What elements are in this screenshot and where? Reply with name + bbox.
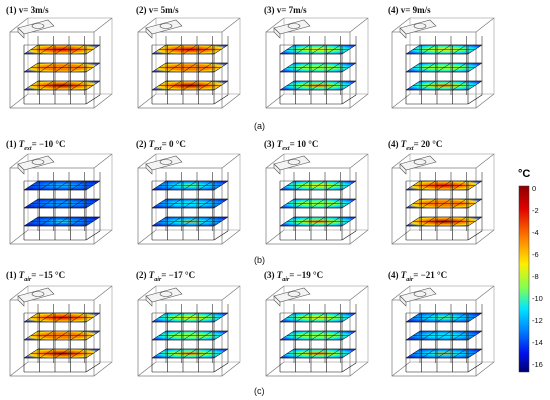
refrigerated-box-diagram <box>9 285 113 377</box>
evaporator-unit <box>145 155 183 175</box>
cargo-rack-grid <box>151 36 229 105</box>
panel-a4-label: (4) v= 9m/s <box>388 5 431 15</box>
colorbar-tick-label: -12 <box>532 316 543 325</box>
panel-a2-label: (2) v= 5m/s <box>136 5 179 15</box>
cargo-rack-grid <box>405 304 483 373</box>
evaporator-unit <box>17 287 55 307</box>
colorbar-tick-label: -16 <box>532 360 543 369</box>
refrigerated-box-diagram <box>265 153 369 245</box>
evaporator-unit <box>273 155 311 175</box>
refrigerated-box-diagram <box>391 285 495 377</box>
colorbar-tick-label: -8 <box>532 272 539 281</box>
caption-b: (b) <box>254 255 265 265</box>
panel-c3-diagram <box>260 282 370 382</box>
colorbar-tick-label: 0 <box>532 184 537 193</box>
panel-b4-diagram <box>386 150 496 250</box>
evaporator-unit <box>273 287 311 307</box>
refrigerated-box-diagram <box>137 17 241 109</box>
cargo-rack-grid <box>151 304 229 373</box>
panel-b3-label: (3) Text= 10 °C <box>264 139 319 152</box>
panel-b2-label: (2) Text= 0 °C <box>136 139 186 152</box>
panel-c3-label: (3) Tair= −19 °C <box>264 270 324 283</box>
colorbar-tick-label: -2 <box>532 206 539 215</box>
evaporator-unit <box>273 19 311 39</box>
panel-c1-label: (1) Tair= −15 °C <box>6 270 66 283</box>
cargo-rack-grid <box>279 172 357 241</box>
refrigerated-box-diagram <box>9 153 113 245</box>
colorbar <box>518 185 530 373</box>
refrigerated-box-diagram <box>391 153 495 245</box>
panel-a1-diagram <box>4 14 114 114</box>
colorbar-tick-label: -6 <box>532 250 539 259</box>
cargo-rack-grid <box>279 304 357 373</box>
evaporator-unit <box>399 287 437 307</box>
panel-a3-diagram <box>260 14 370 114</box>
refrigerated-box-diagram <box>9 17 113 109</box>
refrigerated-box-diagram <box>265 285 369 377</box>
colorbar-tick-label: -4 <box>532 228 539 237</box>
colorbar-tick-label: -10 <box>532 294 543 303</box>
cargo-rack-grid <box>279 36 357 105</box>
refrigerated-box-diagram <box>137 153 241 245</box>
evaporator-unit <box>17 155 55 175</box>
caption-c: (c) <box>254 386 265 396</box>
cargo-rack-grid <box>23 36 101 105</box>
panel-a2-diagram <box>132 14 242 114</box>
cargo-rack-grid <box>23 172 101 241</box>
colorbar-unit: °C <box>518 168 531 180</box>
panel-b1-label: (1) Text= −10 °C <box>6 139 66 152</box>
panel-b4-label: (4) Text= 20 °C <box>388 139 443 152</box>
evaporator-unit <box>399 155 437 175</box>
caption-a: (a) <box>254 121 265 131</box>
refrigerated-box-diagram <box>137 285 241 377</box>
panel-c4-label: (4) Tair= −21 °C <box>388 270 448 283</box>
refrigerated-box-diagram <box>265 17 369 109</box>
panel-a4-diagram <box>386 14 496 114</box>
evaporator-unit <box>145 287 183 307</box>
cargo-rack-grid <box>151 172 229 241</box>
refrigerated-box-diagram <box>391 17 495 109</box>
panel-a1-label: (1) v= 3m/s <box>6 5 49 15</box>
cargo-rack-grid <box>405 172 483 241</box>
panel-b1-diagram <box>4 150 114 250</box>
panel-b3-diagram <box>260 150 370 250</box>
panel-c4-diagram <box>386 282 496 382</box>
cargo-rack-grid <box>405 36 483 105</box>
cargo-rack-grid <box>23 304 101 373</box>
panel-c2-diagram <box>132 282 242 382</box>
colorbar-tick-label: -14 <box>532 338 543 347</box>
evaporator-unit <box>17 19 55 39</box>
panel-c1-diagram <box>4 282 114 382</box>
panel-a3-label: (3) v= 7m/s <box>264 5 307 15</box>
panel-c2-label: (2) Tair= −17 °C <box>136 270 196 283</box>
evaporator-unit <box>399 19 437 39</box>
evaporator-unit <box>145 19 183 39</box>
panel-b2-diagram <box>132 150 242 250</box>
